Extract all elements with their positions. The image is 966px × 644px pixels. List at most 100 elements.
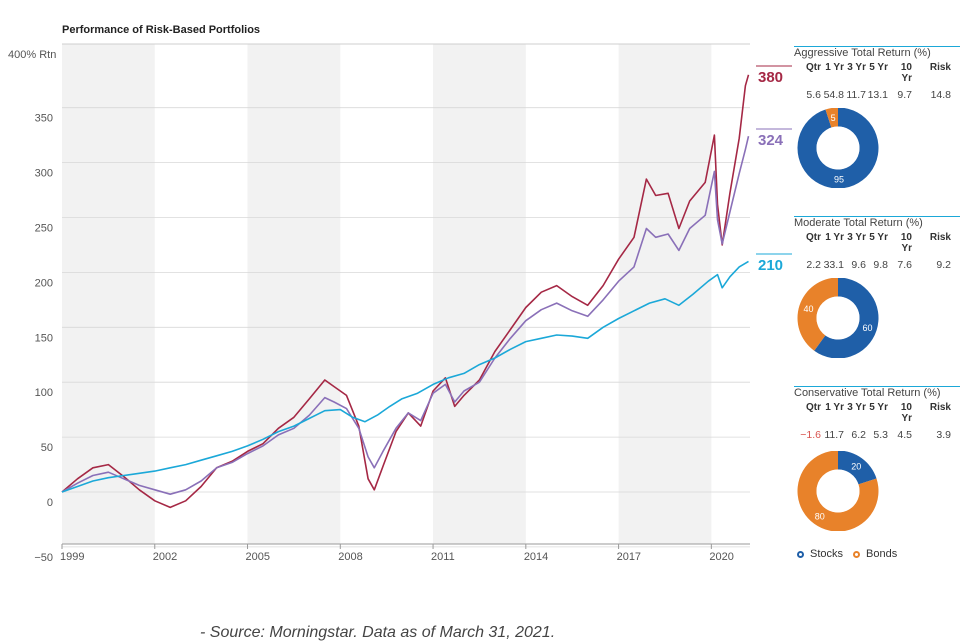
y-tick-label: −50 bbox=[34, 552, 53, 564]
value-1yr: 54.8 bbox=[823, 89, 844, 101]
value-3yr: 6.2 bbox=[851, 429, 866, 441]
header-risk: Risk bbox=[929, 62, 951, 73]
y-tick-label: 300 bbox=[35, 168, 53, 180]
stocks-slice bbox=[838, 451, 877, 485]
panel-title: Conservative Total Return (%) bbox=[794, 387, 941, 399]
bonds-slice bbox=[825, 108, 838, 128]
panel-title: Moderate Total Return (%) bbox=[794, 217, 923, 229]
y-tick-label: 50 bbox=[41, 442, 53, 454]
header-risk: Risk bbox=[929, 232, 951, 243]
x-tick-label: 2002 bbox=[153, 551, 177, 563]
value-risk: 14.8 bbox=[930, 89, 951, 101]
value-qtr: 5.6 bbox=[806, 89, 821, 101]
conservative-panel: Conservative Total Return (%) Qtr 1 Yr 3… bbox=[794, 386, 960, 441]
header-10yr: 10 Yr bbox=[900, 232, 912, 254]
header-3yr: 3 Yr bbox=[847, 62, 866, 73]
gridlines bbox=[62, 43, 750, 548]
header-5yr: 5 Yr bbox=[869, 62, 888, 73]
source-note: - Source: Morningstar. Data as of March … bbox=[200, 624, 556, 641]
x-tick-label: 2014 bbox=[524, 551, 548, 563]
bonds-slice-label: 5 bbox=[831, 113, 836, 123]
bonds-slice-label: 80 bbox=[815, 512, 825, 522]
donut-hole bbox=[816, 469, 860, 513]
end-label-moderate: 324 bbox=[758, 132, 784, 149]
shaded-band bbox=[433, 44, 526, 544]
bonds-slice bbox=[797, 451, 879, 531]
value-qtr: 2.2 bbox=[806, 259, 821, 271]
header-3yr: 3 Yr bbox=[847, 402, 866, 413]
panel-title: Aggressive Total Return (%) bbox=[794, 47, 931, 59]
panel-values-row: 5.6 54.8 11.7 13.1 9.7 14.8 bbox=[794, 89, 960, 101]
aggressive-allocation-donut: 95 5 bbox=[797, 108, 879, 188]
stocks-slice-label: 20 bbox=[851, 461, 861, 471]
bonds-slice-label: 40 bbox=[804, 304, 814, 314]
x-tick-label: 2017 bbox=[617, 551, 641, 563]
panel-values-row: 2.2 33.1 9.6 9.8 7.6 9.2 bbox=[794, 259, 960, 271]
x-tick-label: 2008 bbox=[338, 551, 362, 563]
stocks-legend-label: Stocks bbox=[810, 548, 844, 560]
y-tick-label: 350 bbox=[35, 113, 53, 125]
value-10yr: 4.5 bbox=[897, 429, 912, 441]
header-3yr: 3 Yr bbox=[847, 232, 866, 243]
series-end-labels: 380 324 210 bbox=[756, 65, 792, 274]
series-line-conservative bbox=[61, 260, 749, 493]
allocation-legend: Stocks Bonds bbox=[797, 548, 897, 560]
value-risk: 9.2 bbox=[936, 259, 951, 271]
donut-hole bbox=[816, 126, 860, 170]
value-3yr: 9.6 bbox=[851, 259, 866, 271]
value-5yr: 13.1 bbox=[867, 89, 888, 101]
shaded-band bbox=[247, 44, 341, 544]
y-tick-label: 200 bbox=[35, 277, 53, 289]
series-line-moderate bbox=[61, 136, 750, 495]
stocks-legend-marker bbox=[797, 550, 804, 558]
panel-header-row: Qtr 1 Yr 3 Yr 5 Yr 10 Yr Risk bbox=[794, 62, 960, 84]
value-10yr: 9.7 bbox=[897, 89, 912, 101]
shaded-bands bbox=[62, 44, 712, 544]
donut-hole bbox=[816, 296, 860, 340]
header-1yr: 1 Yr bbox=[825, 402, 844, 413]
header-10yr: 10 Yr bbox=[900, 62, 912, 84]
y-tick-label: 250 bbox=[35, 223, 53, 235]
stocks-slice bbox=[814, 278, 879, 358]
end-label-aggressive: 380 bbox=[758, 69, 783, 86]
value-risk: 3.9 bbox=[936, 429, 951, 441]
panel-values-row: −1.6 11.7 6.2 5.3 4.5 3.9 bbox=[794, 429, 960, 441]
chart-title: Performance of Risk-Based Portfolios bbox=[62, 24, 261, 36]
value-5yr: 5.3 bbox=[873, 429, 888, 441]
header-10yr: 10 Yr bbox=[900, 402, 912, 424]
x-tick-label: 2020 bbox=[709, 551, 733, 563]
y-axis-tick-labels: 400% Rtn −50 0 50 100 150 200 250 300 350 bbox=[8, 49, 56, 564]
header-qtr: Qtr bbox=[806, 402, 821, 413]
x-tick-label: 2011 bbox=[431, 551, 455, 563]
bonds-legend-label: Bonds bbox=[866, 548, 898, 560]
stocks-slice bbox=[797, 108, 879, 188]
header-qtr: Qtr bbox=[806, 62, 821, 73]
moderate-panel: Moderate Total Return (%) Qtr 1 Yr 3 Yr … bbox=[794, 216, 960, 271]
end-label-conservative: 210 bbox=[758, 257, 783, 274]
header-risk: Risk bbox=[929, 402, 951, 413]
series-line-aggressive bbox=[61, 74, 750, 509]
panel-header-row: Qtr 1 Yr 3 Yr 5 Yr 10 Yr Risk bbox=[794, 402, 960, 424]
header-5yr: 5 Yr bbox=[869, 232, 888, 243]
value-1yr: 33.1 bbox=[823, 259, 844, 271]
header-1yr: 1 Yr bbox=[825, 62, 844, 73]
y-axis-top-label: 400% Rtn bbox=[8, 49, 56, 61]
y-tick-label: 0 bbox=[47, 497, 53, 509]
line-chart: 400% Rtn −50 0 50 100 150 200 250 300 350 1999 200… bbox=[8, 43, 792, 564]
value-qtr: −1.6 bbox=[800, 429, 821, 441]
x-tick-label: 1999 bbox=[60, 551, 84, 563]
y-tick-label: 100 bbox=[35, 387, 53, 399]
moderate-allocation-donut: 60 40 bbox=[797, 278, 879, 358]
bonds-slice bbox=[797, 278, 838, 351]
aggressive-panel: Aggressive Total Return (%) Qtr 1 Yr 3 Y… bbox=[794, 46, 960, 101]
x-axis-tick-labels: 1999 2002 2005 2008 2011 2014 2017 2020 bbox=[60, 544, 734, 563]
value-3yr: 11.7 bbox=[846, 89, 866, 101]
shaded-band bbox=[62, 44, 155, 544]
series-lines bbox=[61, 74, 750, 509]
header-5yr: 5 Yr bbox=[869, 402, 888, 413]
y-tick-label: 150 bbox=[35, 332, 53, 344]
value-1yr: 11.7 bbox=[824, 429, 844, 441]
value-5yr: 9.8 bbox=[873, 259, 888, 271]
header-qtr: Qtr bbox=[806, 232, 821, 243]
